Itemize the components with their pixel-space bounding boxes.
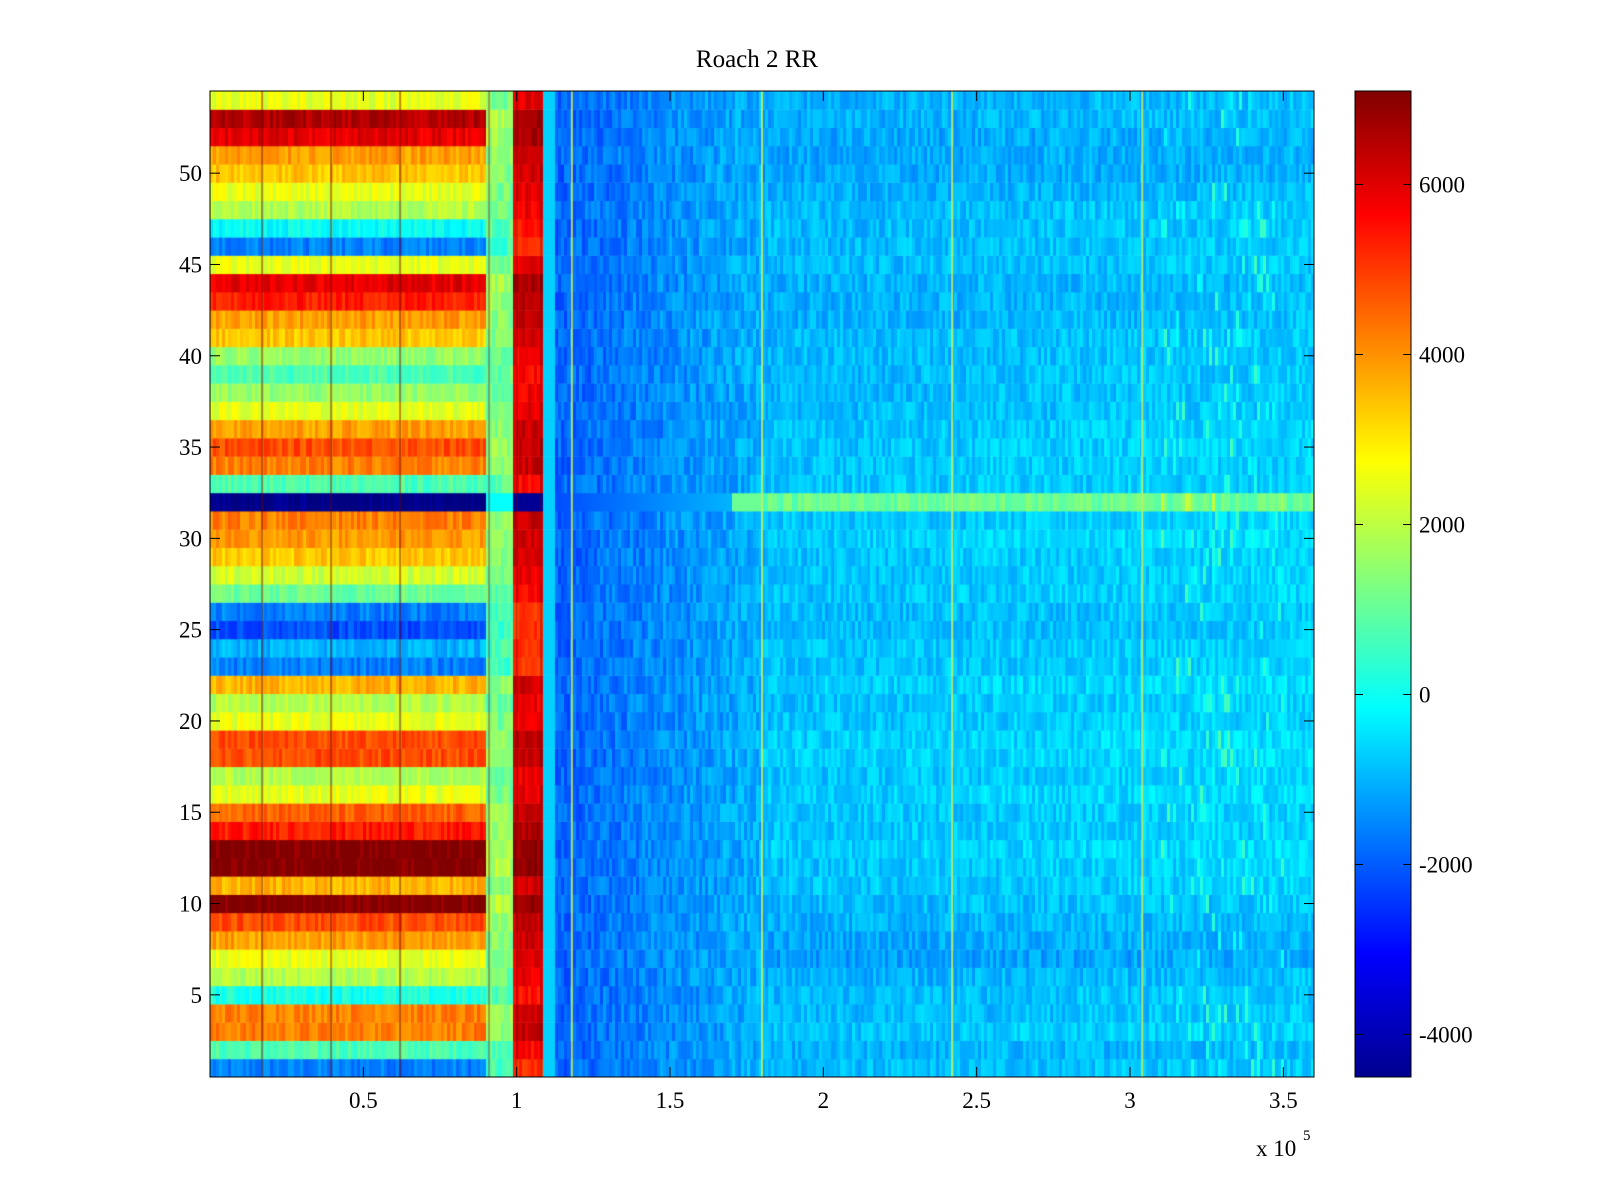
y-tick-label: 25 xyxy=(179,618,202,643)
colorbar-tick-label: 4000 xyxy=(1419,343,1465,368)
heatmap-image xyxy=(210,91,1314,1077)
colorbar-tick-label: 2000 xyxy=(1419,513,1465,538)
x-tick-label: 2 xyxy=(818,1088,830,1113)
y-tick-label: 5 xyxy=(191,983,203,1008)
y-tick-label: 30 xyxy=(179,526,202,551)
x-tick-label: 1.5 xyxy=(656,1088,685,1113)
x-tick-label: 2.5 xyxy=(962,1088,991,1113)
x-tick-label: 1 xyxy=(511,1088,523,1113)
chart-title: Roach 2 RR xyxy=(696,46,819,73)
x-axis-multiplier: x 10 xyxy=(1256,1136,1296,1161)
colorbar-tick-label: -2000 xyxy=(1419,853,1473,878)
y-tick-label: 15 xyxy=(179,800,202,825)
colorbar-tick-label: -4000 xyxy=(1419,1023,1473,1048)
x-tick-label: 3.5 xyxy=(1269,1088,1298,1113)
x-axis: 0.5 1 1.5 2 2.5 3 3.5 xyxy=(349,91,1298,1113)
y-tick-label: 45 xyxy=(179,252,202,277)
heatmap xyxy=(210,91,1314,1077)
y-tick-label: 35 xyxy=(179,435,202,460)
colorbar xyxy=(1354,90,1412,1078)
y-tick-label: 40 xyxy=(179,344,202,369)
y-tick-label: 10 xyxy=(179,892,202,917)
x-tick-label: 3 xyxy=(1124,1088,1136,1113)
x-tick-label: 0.5 xyxy=(349,1088,378,1113)
plot-frame xyxy=(209,90,1315,1078)
colorbar-tick-label: 0 xyxy=(1419,683,1431,708)
colorbar-ticks: -4000 -2000 0 2000 4000 6000 xyxy=(1355,173,1473,1048)
y-axis: 5 10 15 20 25 30 35 40 45 50 xyxy=(179,161,1314,1008)
y-tick-label: 50 xyxy=(179,161,202,186)
x-axis-multiplier-exponent: 5 xyxy=(1303,1128,1311,1144)
y-tick-label: 20 xyxy=(179,709,202,734)
colorbar-tick-label: 6000 xyxy=(1419,173,1465,198)
